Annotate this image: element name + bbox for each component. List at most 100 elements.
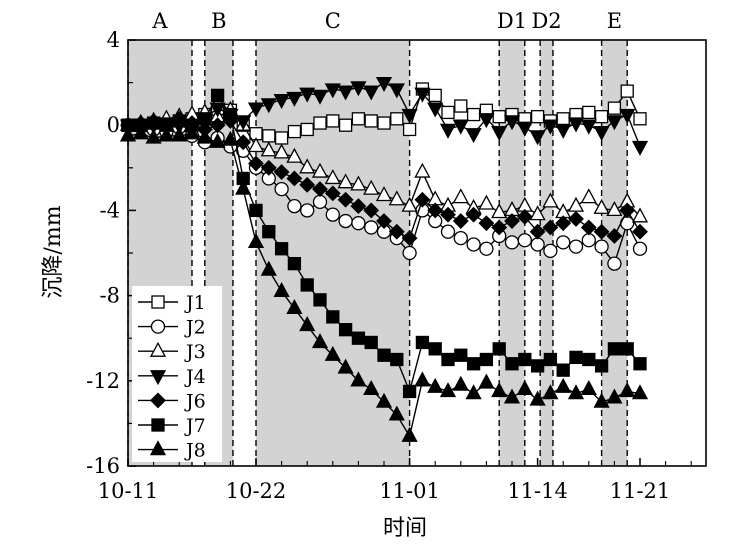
- data-point-j7: [313, 293, 327, 307]
- data-point-j7: [338, 323, 353, 337]
- legend-marker-j2: [150, 319, 166, 334]
- data-point-j3: [311, 162, 329, 178]
- data-point-j7: [210, 88, 225, 103]
- data-point-j8: [363, 379, 380, 395]
- data-point-j1: [274, 131, 289, 145]
- data-point-j2: [274, 181, 289, 197]
- data-point-j6: [299, 176, 316, 193]
- data-point-j8: [337, 358, 354, 374]
- data-point-j6: [465, 206, 482, 223]
- x-tick-label: 10-11: [98, 479, 159, 503]
- data-point-j7: [415, 335, 430, 350]
- data-point-j8: [375, 392, 393, 408]
- legend-label: J6: [184, 390, 206, 412]
- data-point-j4: [567, 117, 585, 133]
- data-point-j4: [619, 108, 636, 124]
- data-point-j2: [453, 230, 468, 246]
- data-point-j8: [567, 384, 585, 400]
- series-j3: [119, 100, 649, 223]
- data-point-j3: [631, 207, 649, 223]
- construction-stage-labels: A B C D1 D2 E: [151, 9, 622, 33]
- data-point-j2: [607, 256, 622, 271]
- data-point-j7: [466, 357, 481, 371]
- data-point-j1: [351, 112, 366, 126]
- legend-label: J7: [184, 415, 206, 437]
- legend-label: J2: [184, 317, 206, 339]
- data-point-j4: [273, 93, 290, 110]
- data-point-j4: [478, 113, 495, 129]
- legend-marker-j1: [151, 295, 165, 309]
- y-tick-label: -16: [86, 454, 120, 478]
- data-point-j4: [311, 89, 329, 105]
- data-point-j1: [326, 114, 340, 128]
- data-point-j6: [568, 211, 584, 227]
- data-point-j6: [580, 219, 597, 236]
- data-point-j1: [556, 112, 570, 126]
- data-point-j8: [439, 382, 457, 398]
- data-point-j6: [363, 202, 380, 219]
- data-point-j8: [414, 371, 431, 387]
- data-point-j7: [582, 352, 596, 367]
- data-point-j1: [313, 116, 327, 130]
- data-point-j2: [568, 239, 584, 254]
- data-point-j4: [260, 98, 277, 114]
- data-point-j7: [377, 348, 391, 362]
- data-point-j4: [503, 115, 521, 131]
- data-point-j1: [262, 129, 276, 143]
- data-point-j8: [311, 333, 329, 349]
- stage-label-d1: D1: [497, 9, 527, 33]
- data-point-j7: [390, 352, 404, 367]
- data-point-j4: [516, 121, 533, 137]
- data-point-j4: [324, 83, 341, 99]
- data-point-j7: [518, 352, 532, 367]
- data-point-j3: [567, 196, 585, 212]
- legend-label: J1: [184, 292, 206, 314]
- data-point-j8: [247, 232, 265, 249]
- data-point-j7: [326, 310, 340, 324]
- data-point-j4: [606, 115, 623, 131]
- data-point-j3: [491, 203, 508, 219]
- data-point-j2: [517, 233, 532, 248]
- data-point-j6: [376, 213, 392, 229]
- data-point-j6: [542, 219, 559, 236]
- data-point-j6: [606, 228, 623, 244]
- data-point-j7: [633, 357, 647, 371]
- y-tick-label: -12: [86, 369, 120, 393]
- data-point-j7: [300, 278, 314, 292]
- data-point-j7: [454, 348, 468, 362]
- data-point-j6: [388, 223, 405, 240]
- y-tick-label: -4: [100, 198, 120, 222]
- data-point-j6: [350, 198, 367, 215]
- data-point-j6: [209, 117, 226, 134]
- data-point-j6: [452, 213, 469, 229]
- data-point-j7: [262, 225, 276, 239]
- data-point-j8: [286, 299, 303, 315]
- legend-box: [132, 286, 222, 462]
- data-point-j8: [119, 126, 137, 142]
- data-point-j2: [440, 224, 456, 239]
- data-point-j6: [593, 223, 610, 240]
- data-point-j4: [363, 85, 380, 101]
- data-point-j8: [555, 377, 572, 393]
- series-j8: [119, 124, 649, 442]
- data-point-j3: [375, 186, 393, 202]
- data-point-j8: [465, 384, 482, 400]
- data-point-j1: [633, 112, 647, 126]
- data-point-j7: [569, 350, 583, 365]
- data-point-j1: [594, 110, 609, 124]
- x-tick-label: 11-14: [507, 479, 568, 503]
- data-point-j6: [491, 219, 508, 236]
- data-point-j4: [247, 102, 265, 118]
- data-point-j6: [440, 206, 456, 223]
- data-point-j7: [223, 107, 238, 122]
- legend-entry-j6: J6: [138, 390, 206, 412]
- data-point-j4: [542, 119, 559, 135]
- data-point-j8: [478, 373, 495, 389]
- data-point-j3: [580, 188, 597, 204]
- data-point-j2: [504, 235, 520, 250]
- data-point-j1: [402, 122, 417, 137]
- data-point-j7: [543, 352, 558, 367]
- data-point-j8: [350, 371, 367, 387]
